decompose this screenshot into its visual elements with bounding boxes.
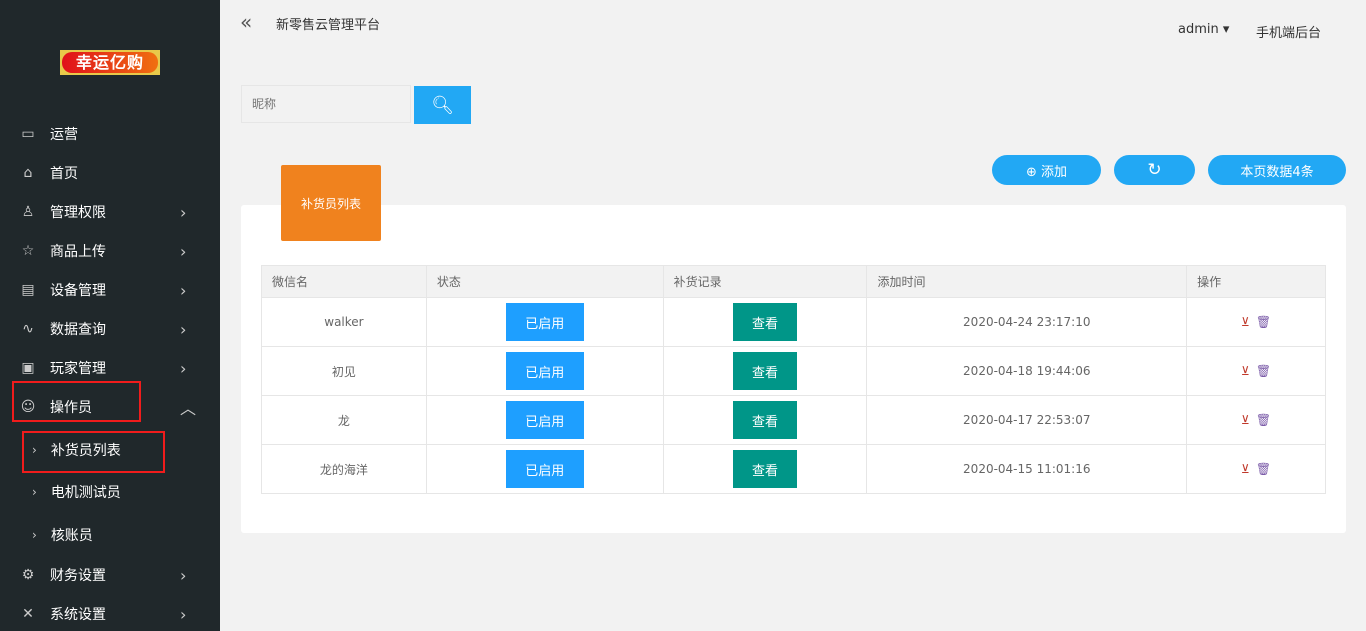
chevron-right-icon: › bbox=[180, 565, 187, 585]
wechat-name: 初见 bbox=[261, 346, 427, 396]
chevron-right-icon: › bbox=[180, 358, 187, 378]
caret-down-icon: ▾ bbox=[1222, 22, 1230, 37]
refresh-icon: ↻ bbox=[1147, 160, 1162, 180]
gear-icon: ⚙ bbox=[21, 567, 35, 583]
download-circle-icon[interactable]: ⊻ bbox=[1241, 364, 1250, 378]
chevron-right-icon: › bbox=[180, 202, 187, 222]
refresh-button[interactable]: ↻ bbox=[1114, 155, 1195, 185]
view-record-button[interactable]: 查看 bbox=[733, 450, 798, 488]
restocker-table: 微信名 状态 补货记录 添加时间 操作 walker 已启用 查看 2020-04-24… bbox=[261, 265, 1326, 494]
download-circle-icon[interactable]: ⊻ bbox=[1241, 462, 1250, 476]
trash-icon[interactable]: 🗑︎ bbox=[1255, 462, 1272, 476]
image-icon: ▣ bbox=[21, 360, 35, 376]
column-header: 状态 bbox=[425, 265, 664, 298]
collapse-sidebar-icon[interactable]: « bbox=[240, 10, 253, 34]
chevron-right-icon: › bbox=[180, 280, 187, 300]
view-record-button[interactable]: 查看 bbox=[733, 401, 798, 439]
window-icon: ▤ bbox=[21, 282, 35, 298]
sidebar-subitem[interactable]: › 补货员列表 bbox=[32, 443, 121, 459]
chevron-right-icon: › bbox=[180, 604, 187, 624]
highlight-box-operator bbox=[12, 381, 141, 422]
highlight-box-restocker-list bbox=[22, 431, 165, 473]
column-header: 操作 bbox=[1186, 265, 1326, 298]
page-count-button[interactable]: 本页数据4条 bbox=[1208, 155, 1346, 185]
added-time: 2020-04-15 11:01:16 bbox=[866, 444, 1188, 494]
status-button[interactable]: 已启用 bbox=[505, 450, 584, 488]
download-circle-icon[interactable]: ⊻ bbox=[1241, 413, 1250, 427]
status-button[interactable]: 已启用 bbox=[505, 352, 584, 390]
home-icon: ⌂ bbox=[23, 165, 33, 181]
smile-icon: ☺ bbox=[20, 399, 36, 415]
column-header: 补货记录 bbox=[662, 265, 868, 298]
users-icon: ♙ bbox=[21, 204, 35, 220]
sidebar-subitem[interactable]: › 核账员 bbox=[32, 528, 93, 544]
wechat-name: walker bbox=[261, 297, 427, 347]
tools-icon: ✕ bbox=[22, 606, 34, 622]
added-time: 2020-04-24 23:17:10 bbox=[866, 297, 1188, 347]
chevron-right-icon: › bbox=[32, 443, 37, 457]
view-record-button[interactable]: 查看 bbox=[733, 352, 798, 390]
table-row: walker 已启用 查看 2020-04-24 23:17:10 ⊻ 🗑︎ bbox=[261, 297, 1326, 347]
sidebar-item[interactable]: ☆ 商品上传 › bbox=[21, 241, 187, 261]
tab-restocker-list[interactable]: 补货员列表 bbox=[281, 165, 381, 241]
user-menu[interactable]: admin ▾ bbox=[1178, 22, 1230, 37]
star-icon: ☆ bbox=[21, 243, 35, 259]
mobile-backend-link[interactable]: 手机端后台 bbox=[1256, 26, 1322, 41]
page-title: 新零售云管理平台 bbox=[276, 18, 381, 33]
download-circle-icon[interactable]: ⊻ bbox=[1241, 315, 1250, 329]
trash-icon[interactable]: 🗑︎ bbox=[1255, 364, 1272, 378]
search-button[interactable]: 🔍︎ bbox=[414, 86, 471, 124]
sidebar-item[interactable]: ▣ 玩家管理 › bbox=[21, 358, 187, 378]
sidebar-item[interactable]: ☺ 操作员 ︿ bbox=[0, 390, 220, 424]
trash-icon[interactable]: 🗑︎ bbox=[1255, 413, 1272, 427]
sidebar-item[interactable]: ∿ 数据查询 › bbox=[0, 312, 220, 346]
nickname-search-input[interactable] bbox=[241, 85, 411, 123]
sidebar: 幸运亿购 ▭ 运营 ⌂ 首页 ♙ 管理权限 › ☆ 商品上传 › ▤ 设备管理 › ∿ 数据查询 › ▣ 玩家管理… bbox=[0, 0, 220, 631]
sidebar-item[interactable]: ⌂ 首页 bbox=[0, 156, 220, 190]
sidebar-item[interactable]: ⚙ 财务设置 › bbox=[21, 565, 187, 585]
add-button[interactable]: ⊕ 添加 bbox=[992, 155, 1101, 185]
added-time: 2020-04-18 19:44:06 bbox=[866, 346, 1188, 396]
wechat-name: 龙的海洋 bbox=[261, 444, 427, 494]
trash-icon[interactable]: 🗑︎ bbox=[1255, 315, 1272, 329]
plus-circle-icon: ⊕ bbox=[1025, 164, 1037, 180]
table-row: 龙的海洋 已启用 查看 2020-04-15 11:01:16 ⊻ 🗑︎ bbox=[261, 444, 1326, 494]
sidebar-item[interactable]: ✕ 系统设置 › bbox=[0, 597, 220, 631]
status-button[interactable]: 已启用 bbox=[505, 303, 584, 341]
sidebar-item[interactable]: ▤ 设备管理 › bbox=[21, 280, 187, 300]
chevron-up-icon: ︿ bbox=[180, 399, 197, 418]
sidebar-item[interactable]: ▭ 运营 bbox=[21, 126, 78, 143]
table-row: 龙 已启用 查看 2020-04-17 22:53:07 ⊻ 🗑︎ bbox=[261, 395, 1326, 445]
column-header: 微信名 bbox=[261, 265, 427, 298]
added-time: 2020-04-17 22:53:07 bbox=[866, 395, 1188, 445]
status-button[interactable]: 已启用 bbox=[505, 401, 584, 439]
sidebar-item[interactable]: ♙ 管理权限 › bbox=[21, 202, 187, 222]
logo: 幸运亿购 bbox=[60, 50, 160, 75]
chevron-right-icon: › bbox=[180, 319, 187, 339]
table-row: 初见 已启用 查看 2020-04-18 19:44:06 ⊻ 🗑︎ bbox=[261, 346, 1326, 396]
view-record-button[interactable]: 查看 bbox=[733, 303, 798, 341]
chevron-right-icon: › bbox=[180, 241, 187, 261]
column-header: 添加时间 bbox=[866, 265, 1188, 298]
search-icon: 🔍︎ bbox=[431, 94, 454, 115]
wechat-name: 龙 bbox=[261, 395, 427, 445]
chevron-right-icon: › bbox=[32, 528, 37, 542]
pulse-icon: ∿ bbox=[22, 321, 34, 337]
sidebar-subitem[interactable]: › 电机测试员 bbox=[32, 485, 121, 501]
chevron-right-icon: › bbox=[32, 485, 37, 499]
presentation-icon: ▭ bbox=[21, 126, 35, 142]
